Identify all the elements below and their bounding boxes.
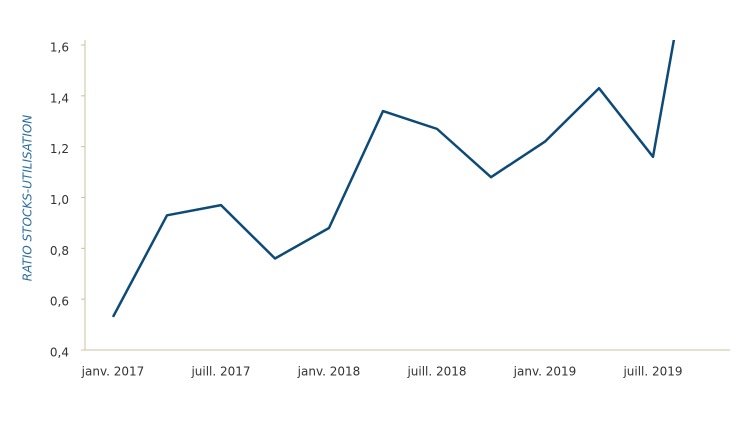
- y-tick-label: 0,4: [50, 346, 69, 360]
- y-tick-label: 0,6: [50, 295, 69, 309]
- y-tick-label: 1,0: [50, 193, 69, 207]
- y-tick-label: 1,4: [50, 91, 69, 105]
- y-tick-label: 1,2: [50, 142, 69, 156]
- x-tick-label: juill. 2019: [622, 365, 682, 379]
- x-tick-label: janv. 2017: [81, 365, 145, 379]
- y-axis-title: RATIO STOCKS-UTILISATION: [21, 115, 35, 282]
- y-tick-label: 0,8: [50, 244, 69, 258]
- y-tick-label: 1,6: [50, 41, 69, 55]
- x-tick-label: juill. 2018: [406, 365, 466, 379]
- x-tick-label: juill. 2017: [190, 365, 250, 379]
- x-tick-label: janv. 2019: [513, 365, 577, 379]
- x-tick-label: janv. 2018: [297, 365, 361, 379]
- data-line: [111, 40, 676, 318]
